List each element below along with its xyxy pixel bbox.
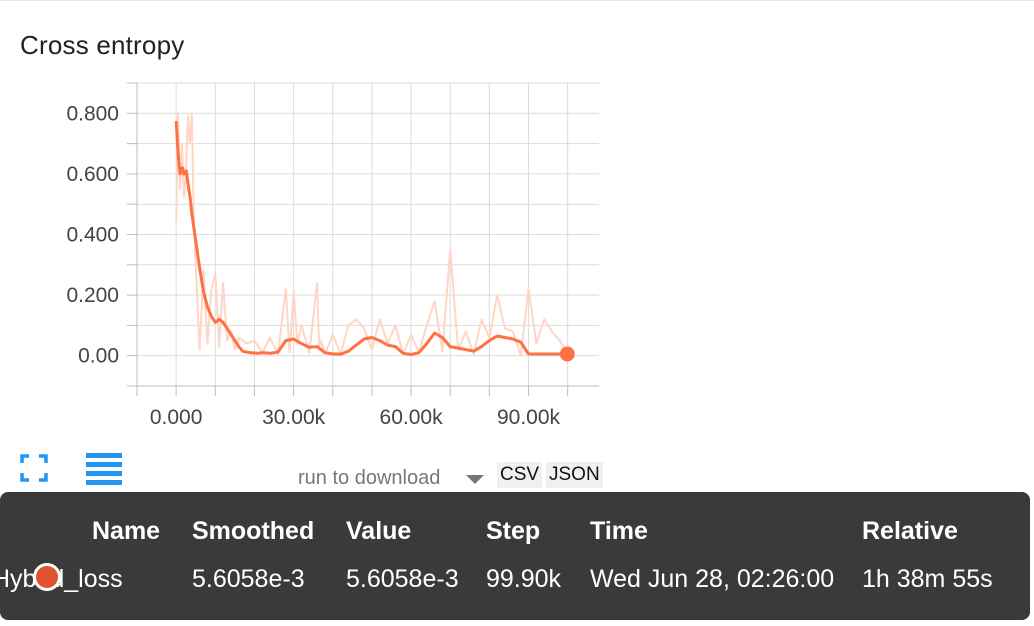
tooltip-header-time: Time [590,517,648,545]
x-tick-label: 60.00k [380,406,444,429]
toggle-log-scale-icon[interactable] [86,452,122,486]
tooltip-smoothed-value: 5.6058e-3 [192,565,305,593]
fullscreen-icon[interactable] [20,454,48,482]
series-line-smoothed [174,120,569,356]
run-select-label: run to download [298,467,441,489]
x-tick-label: 90.00k [497,406,561,429]
tooltip-header-name: Name [92,517,161,545]
y-tick-label: 0.800 [66,102,119,125]
tooltip-relative: 1h 38m 55s [862,565,993,593]
y-tick-label: 0.200 [66,284,119,307]
tooltip-run-name: Hybrid_loss [0,565,123,593]
download-csv-button[interactable]: CSV [497,462,543,488]
y-tick-label: 0.600 [66,163,119,186]
tooltip-header-smoothed: Smoothed [192,517,315,545]
x-tick-label: 0.000 [150,406,203,429]
tooltip-time: Wed Jun 28, 02:26:00 [590,565,835,593]
series-line-raw [175,112,569,357]
chart-tooltip: Name Smoothed Value Step Time Relative H… [0,492,1030,620]
tooltip-header-relative: Relative [862,517,958,545]
chevron-down-icon [466,475,484,484]
y-tick-label: 0.00 [78,345,119,368]
y-tick-label: 0.400 [66,224,119,247]
tooltip-header-step: Step [486,517,541,545]
series-color-swatch [33,563,61,591]
x-tick-label: 30.00k [262,406,326,429]
top-divider [0,0,1034,1]
chart-title: Cross entropy [20,30,185,60]
tooltip-step: 99.90k [486,565,562,593]
line-chart[interactable]: 0.800 0.600 0.400 0.200 0.00 0.000 30.00k 60.00… [0,0,620,440]
download-json-button[interactable]: JSON [546,462,603,488]
hover-point-marker [559,346,575,362]
tooltip-value: 5.6058e-3 [346,565,459,593]
tooltip-header-value: Value [346,517,412,545]
